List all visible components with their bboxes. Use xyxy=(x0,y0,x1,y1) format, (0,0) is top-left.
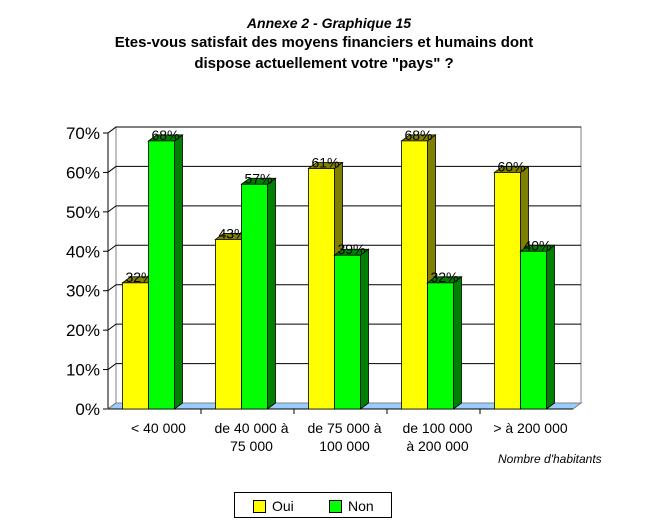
y-tick-label: 40% xyxy=(66,242,100,261)
bar-oui xyxy=(494,172,521,410)
bar-non xyxy=(334,254,361,410)
bar-oui xyxy=(122,282,149,410)
y-tick-label: 30% xyxy=(66,282,100,301)
data-label-oui: 32% xyxy=(125,269,153,285)
bar-side-non xyxy=(360,248,369,410)
bar-non xyxy=(241,183,268,410)
bar-side-non xyxy=(174,134,183,410)
x-axis-title: Nombre d'habitants xyxy=(498,452,602,466)
bar-side-non xyxy=(267,177,276,410)
bar-non xyxy=(427,282,454,410)
y-tick-label: 70% xyxy=(66,124,100,143)
chart-title-block: Annexe 2 - Graphique 15 Etes-vous satisf… xyxy=(0,14,648,74)
bar-side-non xyxy=(453,276,462,410)
y-tick-label: 0% xyxy=(75,400,100,419)
x-tick-label: de 40 000 à xyxy=(215,420,289,436)
legend-item-oui: Oui xyxy=(253,497,294,515)
bar-side-non xyxy=(546,244,555,410)
bar-oui xyxy=(401,140,428,410)
data-label-oui: 43% xyxy=(218,225,246,241)
data-label-non: 57% xyxy=(244,170,272,186)
y-tick-label: 50% xyxy=(66,203,100,222)
data-label-oui: 61% xyxy=(311,154,339,170)
legend-swatch-oui xyxy=(253,499,266,513)
data-label-non: 40% xyxy=(523,237,551,253)
x-tick-label: > à 200 000 xyxy=(493,420,568,436)
x-tick-label: 75 000 xyxy=(230,438,273,454)
x-tick-label: 100 000 xyxy=(319,438,370,454)
y-tick-label: 20% xyxy=(66,321,100,340)
legend-swatch-non xyxy=(329,499,342,513)
bar-non xyxy=(520,250,547,410)
legend-label-oui: Oui xyxy=(272,498,294,514)
data-label-oui: 60% xyxy=(497,158,525,174)
question-title-line2: dispose actuellement votre "pays" ? xyxy=(194,55,454,72)
y-tick-label: 60% xyxy=(66,163,100,182)
data-label-non: 68% xyxy=(151,127,179,143)
y-tick-label: 10% xyxy=(66,361,100,380)
bar-oui xyxy=(308,168,335,410)
x-tick-label: < 40 000 xyxy=(131,420,186,436)
x-tick-label: de 100 000 xyxy=(402,420,472,436)
annex-title: Annexe 2 - Graphique 15 xyxy=(246,15,412,31)
x-tick-label: de 75 000 à xyxy=(308,420,382,436)
data-label-oui: 68% xyxy=(404,127,432,143)
question-title-line1: Etes-vous satisfait des moyens financier… xyxy=(114,34,534,51)
x-tick-label: à 200 000 xyxy=(406,438,468,454)
legend: Oui Non xyxy=(234,492,392,518)
bar-non xyxy=(148,140,175,410)
legend-item-non: Non xyxy=(329,497,374,515)
legend-label-non: Non xyxy=(348,498,374,514)
gridline xyxy=(107,126,581,134)
bar-oui xyxy=(215,239,242,410)
data-label-non: 32% xyxy=(430,269,458,285)
data-label-non: 39% xyxy=(337,241,365,257)
